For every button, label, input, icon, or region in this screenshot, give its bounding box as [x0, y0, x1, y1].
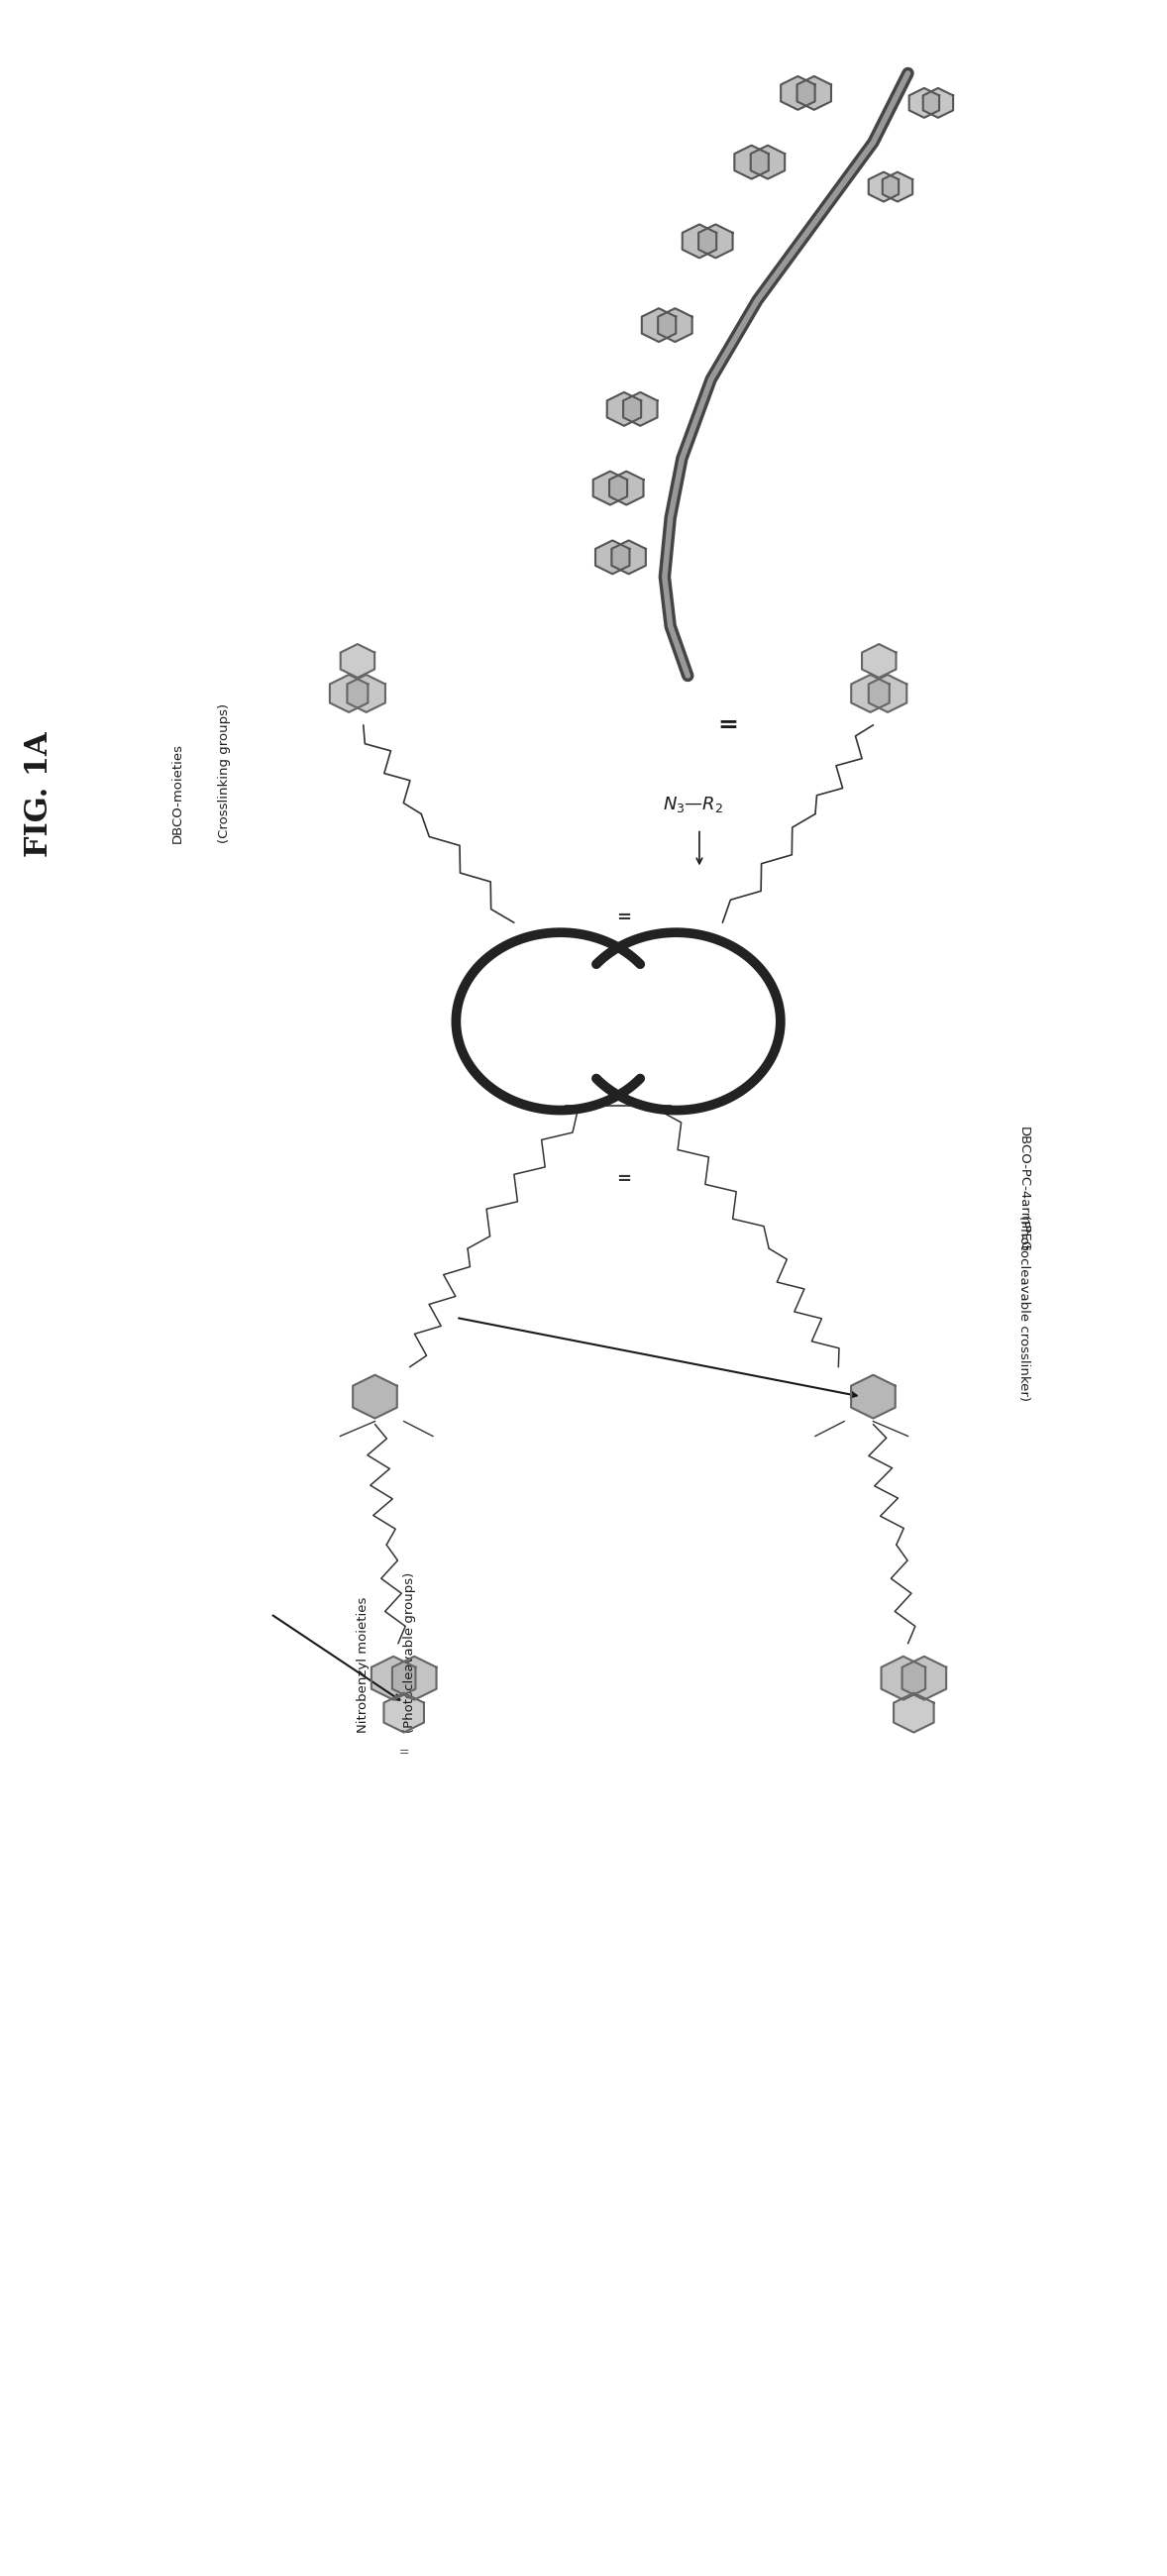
Polygon shape: [699, 224, 733, 258]
Polygon shape: [851, 675, 889, 711]
Text: DBCO-moieties: DBCO-moieties: [172, 744, 184, 842]
Polygon shape: [683, 224, 717, 258]
Polygon shape: [371, 1656, 415, 1700]
Text: =: =: [616, 909, 631, 927]
Polygon shape: [923, 88, 953, 118]
Polygon shape: [902, 1656, 946, 1700]
Polygon shape: [330, 675, 368, 711]
Polygon shape: [881, 1656, 925, 1700]
Polygon shape: [352, 1376, 397, 1419]
Polygon shape: [868, 675, 907, 711]
Text: (Crosslinking groups): (Crosslinking groups): [218, 703, 231, 842]
Polygon shape: [734, 144, 769, 178]
Polygon shape: [797, 77, 831, 111]
Polygon shape: [868, 173, 899, 201]
Polygon shape: [609, 471, 643, 505]
Text: (Photocleavable crosslinker): (Photocleavable crosslinker): [1018, 1216, 1030, 1401]
Polygon shape: [851, 1376, 895, 1419]
Polygon shape: [894, 1692, 934, 1734]
Text: =: =: [718, 714, 739, 737]
Text: =: =: [616, 1170, 631, 1188]
Polygon shape: [642, 309, 676, 343]
Polygon shape: [392, 1656, 436, 1700]
Polygon shape: [595, 541, 629, 574]
Text: =: =: [399, 1747, 410, 1759]
Polygon shape: [593, 471, 627, 505]
Text: $N_3$—$R_2$: $N_3$—$R_2$: [663, 793, 724, 814]
Polygon shape: [347, 675, 385, 711]
Polygon shape: [384, 1692, 424, 1734]
Text: FIG. 1A: FIG. 1A: [23, 732, 54, 858]
Polygon shape: [341, 644, 375, 677]
Polygon shape: [862, 644, 896, 677]
Text: (Photocleavable groups): (Photocleavable groups): [404, 1571, 417, 1734]
Polygon shape: [623, 392, 657, 425]
Polygon shape: [612, 541, 645, 574]
Polygon shape: [882, 173, 913, 201]
Text: Nitrobenzyl moieties: Nitrobenzyl moieties: [357, 1597, 370, 1734]
Text: DBCO-PC-4armPEG: DBCO-PC-4armPEG: [1018, 1126, 1030, 1252]
Polygon shape: [658, 309, 692, 343]
Polygon shape: [607, 392, 641, 425]
Polygon shape: [750, 144, 784, 178]
Polygon shape: [781, 77, 815, 111]
Polygon shape: [909, 88, 939, 118]
